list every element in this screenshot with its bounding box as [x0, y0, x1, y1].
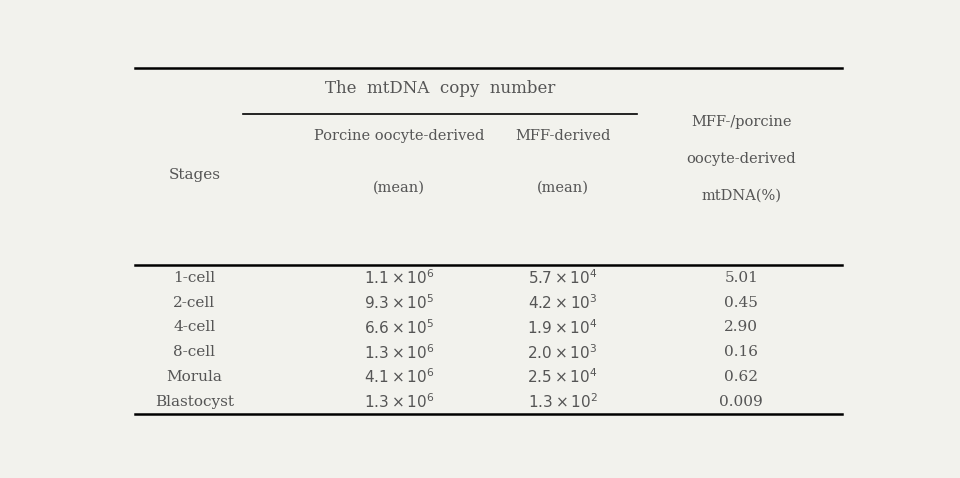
- Text: 8-cell: 8-cell: [174, 345, 215, 359]
- Text: $2.5\times10^{4}$: $2.5\times10^{4}$: [527, 368, 598, 386]
- Text: 2-cell: 2-cell: [174, 295, 215, 310]
- Text: 0.009: 0.009: [719, 395, 763, 409]
- Text: 0.62: 0.62: [724, 370, 758, 384]
- Text: mtDNA(%): mtDNA(%): [701, 188, 781, 202]
- Text: $4.1\times10^{6}$: $4.1\times10^{6}$: [364, 368, 434, 386]
- Text: Stages: Stages: [168, 168, 221, 182]
- Text: The  mtDNA  copy  number: The mtDNA copy number: [324, 80, 555, 97]
- Text: $1.3\times10^{6}$: $1.3\times10^{6}$: [364, 343, 434, 362]
- Text: MFF-derived: MFF-derived: [515, 130, 611, 143]
- Text: $1.9\times10^{4}$: $1.9\times10^{4}$: [527, 318, 598, 337]
- Text: $5.7\times10^{4}$: $5.7\times10^{4}$: [528, 268, 597, 287]
- Text: Morula: Morula: [166, 370, 223, 384]
- Text: $1.1\times10^{6}$: $1.1\times10^{6}$: [364, 268, 434, 287]
- Text: $1.3\times10^{2}$: $1.3\times10^{2}$: [528, 392, 598, 411]
- Text: 4-cell: 4-cell: [174, 320, 215, 335]
- Text: 5.01: 5.01: [724, 271, 758, 285]
- Text: $6.6\times10^{5}$: $6.6\times10^{5}$: [364, 318, 434, 337]
- Text: $2.0\times10^{3}$: $2.0\times10^{3}$: [527, 343, 598, 362]
- Text: oocyte-derived: oocyte-derived: [686, 152, 796, 165]
- Text: MFF-/porcine: MFF-/porcine: [691, 115, 791, 129]
- Text: $4.2\times10^{3}$: $4.2\times10^{3}$: [528, 293, 597, 312]
- Text: 0.16: 0.16: [724, 345, 758, 359]
- Text: $1.3\times10^{6}$: $1.3\times10^{6}$: [364, 392, 434, 411]
- Text: Porcine oocyte-derived: Porcine oocyte-derived: [314, 130, 484, 143]
- Text: (mean): (mean): [373, 181, 425, 195]
- Text: 2.90: 2.90: [724, 320, 758, 335]
- Text: Blastocyst: Blastocyst: [155, 395, 234, 409]
- Text: $9.3\times10^{5}$: $9.3\times10^{5}$: [364, 293, 434, 312]
- Text: 1-cell: 1-cell: [174, 271, 215, 285]
- Text: (mean): (mean): [537, 181, 588, 195]
- Text: 0.45: 0.45: [724, 295, 758, 310]
